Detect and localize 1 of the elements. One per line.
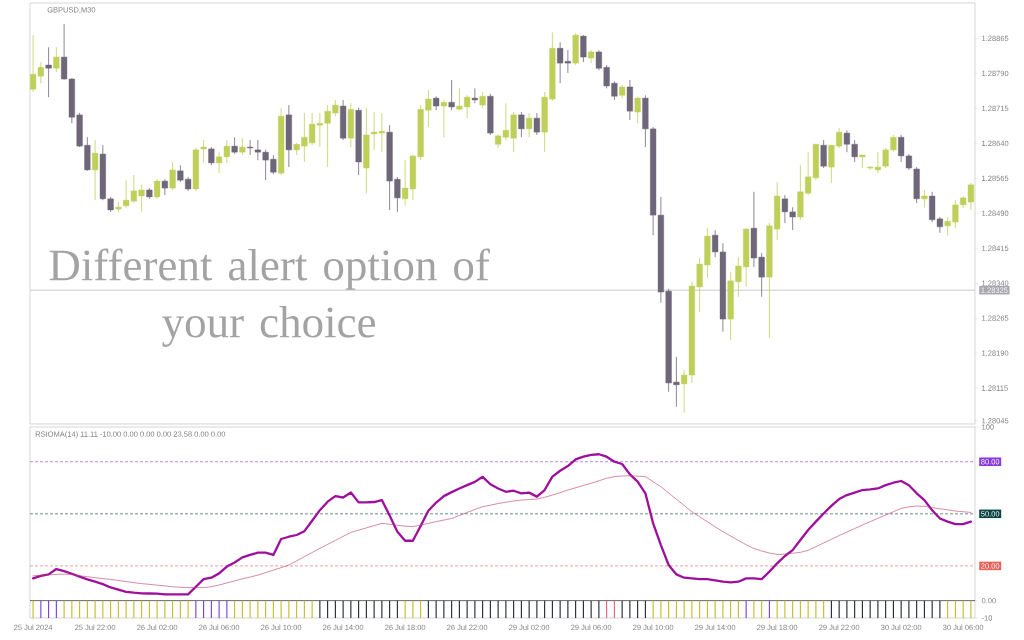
annotation: Different alert option of your choice xyxy=(49,248,490,347)
